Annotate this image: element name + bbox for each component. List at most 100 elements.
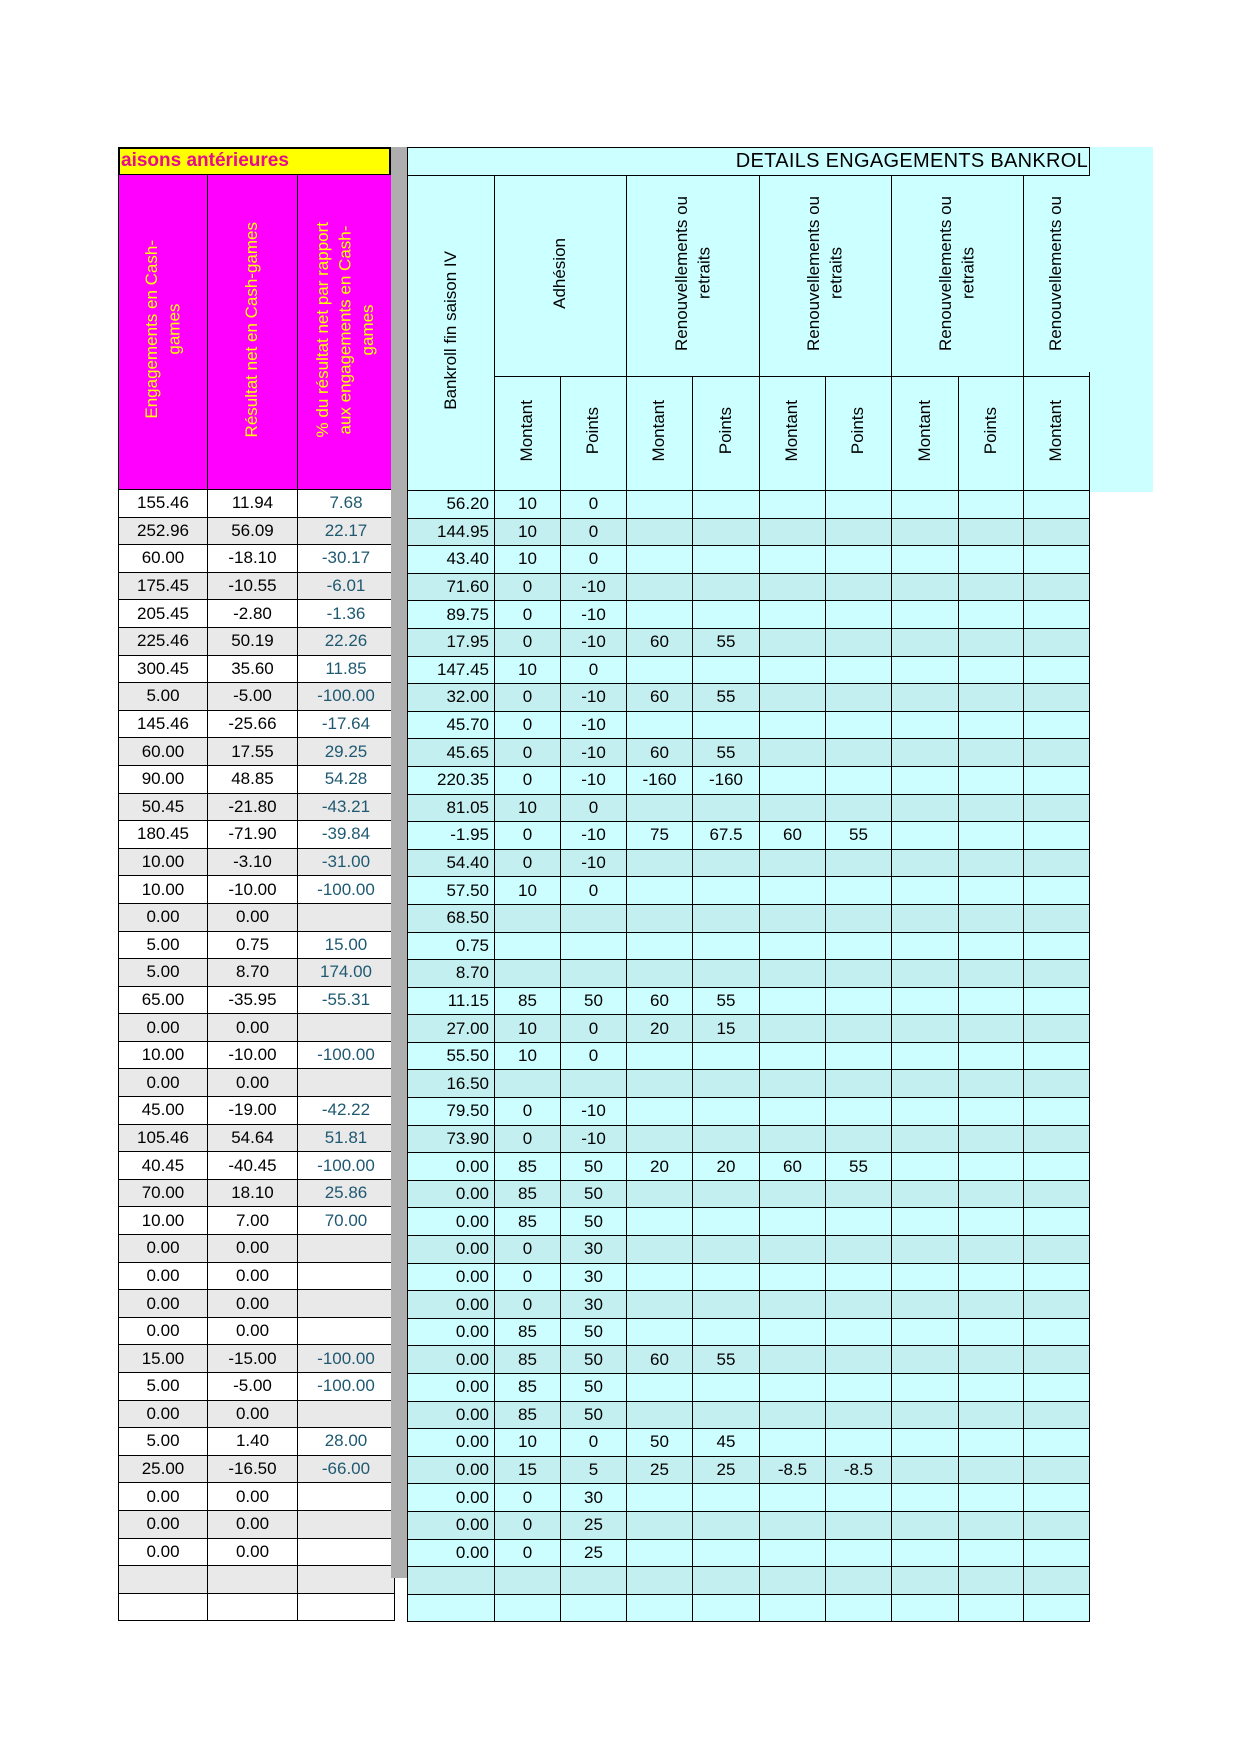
cell: -5.00 [207,682,298,711]
cell: 60 [626,1345,693,1374]
cell [825,1538,892,1568]
table-row: 70.00 18.10 25.86 [118,1178,395,1208]
table-row: 0.00 0.00 [118,1013,395,1042]
cell [825,1179,892,1209]
cell [891,1593,959,1623]
cell: 70.00 [297,1206,395,1236]
cell [958,765,1024,795]
cell [759,710,826,740]
cell: 0 [494,1262,561,1292]
cell: 0 [494,627,561,657]
cell: 0.00 [207,1482,298,1511]
column-header-bankroll-label: Bankroll fin saison IV [440,251,460,410]
cell [297,1316,395,1346]
cell [759,1207,826,1237]
cell [891,627,959,657]
cell [118,1565,208,1594]
cell: -71.90 [207,820,298,849]
cell [825,710,892,740]
cell [825,627,892,657]
cell [759,1483,826,1512]
cell [825,600,892,629]
cell: 0 [494,683,561,712]
cell [958,627,1024,657]
table-row: 0.75 [407,931,1091,961]
cell [891,821,959,850]
cell: 85 [494,1207,561,1237]
cell: 0.00 [207,1399,298,1429]
cell [692,517,760,547]
cell: 55 [692,986,760,1016]
cell: 0.00 [407,1373,495,1402]
cell [958,1152,1024,1181]
cell [1022,848,1091,878]
cell [1022,572,1091,602]
cell [626,959,693,988]
cell: 0 [560,876,627,905]
cell: 15.00 [297,930,395,960]
cell: -10.00 [207,875,298,904]
cell [958,545,1024,574]
cell: 0.00 [407,1455,495,1485]
cell [626,1538,693,1568]
cell [825,931,892,961]
cell: 40.45 [118,1151,208,1180]
cell: 50 [560,1317,627,1347]
cell: 0.00 [407,1207,495,1237]
cell: 105.46 [118,1123,208,1153]
cell: -10 [560,600,627,629]
cell: 17.95 [407,627,495,657]
cell: 11.15 [407,986,495,1016]
table-row: 0.00 0.00 [118,1068,395,1098]
group-header-renouvellements-2-label: Renouvellements ou retraits [804,196,846,351]
cell [958,1538,1024,1568]
cell [825,655,892,685]
cell: -15.00 [207,1344,298,1373]
cell [692,655,760,685]
table-row: 17.95 0 -10 60 55 [407,627,1091,657]
cell: 0 [560,1014,627,1043]
cell [1022,931,1091,961]
cell [825,683,892,712]
right-title-row: DETAILS ENGAGEMENTS BANKROL [406,147,1091,176]
cell [958,1483,1024,1512]
cell [958,793,1024,823]
cell: -43.21 [297,792,395,822]
cell: 85 [494,1373,561,1402]
cell: 11.85 [297,654,395,684]
cell: 15.00 [118,1344,208,1373]
cell: -100.00 [297,1151,395,1180]
cell [626,572,693,602]
cell [891,1455,959,1485]
cell [891,1041,959,1071]
cell: 50 [560,1345,627,1374]
cell: 0 [494,572,561,602]
table-row: 16.50 [407,1069,1091,1099]
cell [297,1592,395,1622]
cell: 10 [494,1041,561,1071]
group-header-renouvellements-2: Renouvellements ou retraits [759,175,892,377]
table-row: 10.00 -3.10 -31.00 [118,847,395,877]
cell [759,1538,826,1568]
group-row-border-patch [1087,176,1091,372]
cell [759,655,826,685]
cell [1022,1041,1091,1071]
table-row: 5.00 0.75 15.00 [118,930,395,960]
cell [759,1593,826,1623]
cell: -42.22 [297,1096,395,1125]
group-header-renouvellements-4-label: Renouvellements ou [1046,196,1066,351]
cell [759,1124,826,1154]
cell [692,1317,760,1347]
cell: -1.36 [297,599,395,628]
cell: 0.00 [407,1510,495,1540]
cell [1022,545,1091,574]
cell: 0.00 [118,1316,208,1346]
cell [297,1234,395,1263]
cell: 11.94 [207,489,298,518]
cell [759,1041,826,1071]
cell [1022,1097,1091,1126]
cell: 50.45 [118,792,208,822]
cell [626,1290,693,1319]
cell [1022,986,1091,1016]
cell: -100.00 [297,1372,395,1401]
